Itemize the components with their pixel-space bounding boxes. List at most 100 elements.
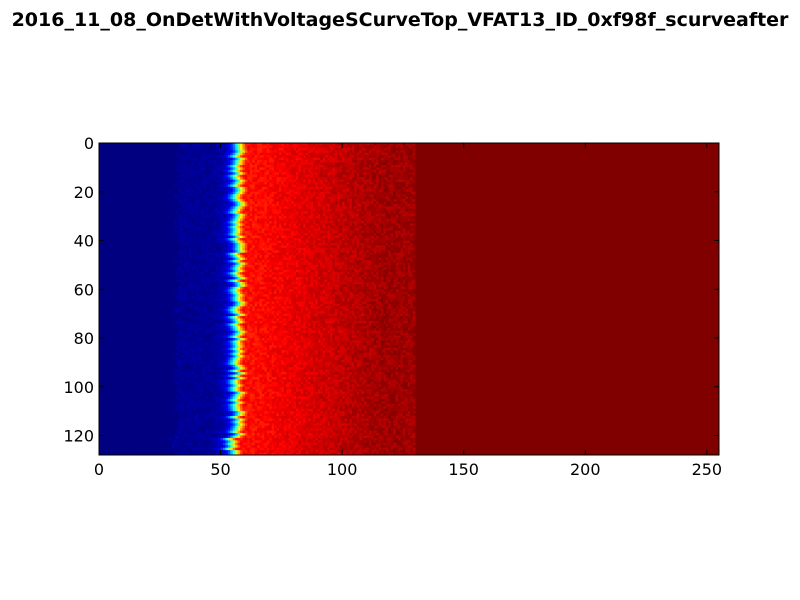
heatmap-cell bbox=[312, 174, 316, 178]
heatmap-cell bbox=[354, 177, 358, 180]
heatmap-cell bbox=[310, 145, 314, 149]
heatmap-cell bbox=[276, 196, 280, 200]
heatmap-cell bbox=[356, 221, 360, 224]
heatmap-cell bbox=[176, 211, 180, 215]
heatmap-cell bbox=[196, 147, 200, 151]
heatmap-cell bbox=[213, 164, 217, 168]
heatmap-cell bbox=[259, 157, 263, 161]
heatmap-cell bbox=[123, 233, 127, 237]
heatmap-cell bbox=[402, 169, 406, 173]
heatmap-cell bbox=[230, 164, 234, 168]
heatmap-cell bbox=[203, 189, 207, 193]
heatmap-cell bbox=[145, 189, 149, 193]
heatmap-cell bbox=[317, 228, 321, 232]
heatmap-cell bbox=[162, 145, 166, 149]
heatmap-cell bbox=[167, 162, 170, 166]
heatmap-cell bbox=[193, 221, 197, 224]
heatmap-cell bbox=[162, 221, 166, 224]
heatmap-cell bbox=[274, 230, 277, 234]
heatmap-cell bbox=[237, 155, 241, 159]
heatmap-cell bbox=[154, 162, 158, 166]
heatmap-cell bbox=[378, 172, 382, 176]
heatmap-cell bbox=[308, 216, 311, 219]
heatmap-cell bbox=[305, 143, 309, 146]
heatmap-cell bbox=[101, 169, 105, 173]
heatmap-cell bbox=[213, 201, 217, 205]
heatmap-cell bbox=[188, 216, 192, 219]
heatmap-cell bbox=[257, 211, 260, 215]
heatmap-cell bbox=[103, 177, 107, 180]
heatmap-cell bbox=[281, 213, 285, 217]
heatmap-cell bbox=[402, 155, 406, 159]
heatmap-cell bbox=[215, 223, 219, 227]
heatmap-cell bbox=[361, 213, 365, 217]
heatmap-cell bbox=[400, 147, 404, 151]
heatmap-cell bbox=[162, 147, 166, 151]
heatmap-cell bbox=[116, 201, 119, 205]
heatmap-cell bbox=[171, 223, 175, 227]
heatmap-cell bbox=[286, 206, 290, 210]
heatmap-cell bbox=[266, 179, 270, 183]
heatmap-cell bbox=[312, 203, 316, 207]
heatmap-cell bbox=[308, 145, 311, 149]
heatmap-cell bbox=[371, 201, 375, 205]
heatmap-cell bbox=[201, 194, 204, 198]
heatmap-cell bbox=[366, 191, 370, 195]
heatmap-cell bbox=[198, 162, 202, 166]
heatmap-cell bbox=[412, 191, 416, 195]
heatmap-cell bbox=[237, 150, 241, 154]
heatmap-cell bbox=[181, 186, 185, 190]
heatmap-cell bbox=[378, 182, 382, 185]
heatmap-cell bbox=[240, 179, 243, 183]
heatmap-cell bbox=[364, 155, 367, 159]
heatmap-cell bbox=[210, 167, 214, 171]
heatmap-cell bbox=[407, 172, 411, 176]
heatmap-cell bbox=[269, 160, 273, 163]
heatmap-cell bbox=[368, 206, 372, 210]
heatmap-cell bbox=[101, 199, 105, 202]
heatmap-cell bbox=[322, 201, 326, 205]
heatmap-cell bbox=[288, 143, 292, 146]
heatmap-cell bbox=[315, 223, 319, 227]
heatmap-cell bbox=[223, 221, 226, 224]
heatmap-cell bbox=[188, 196, 192, 200]
heatmap-cell bbox=[130, 228, 134, 232]
heatmap-cell bbox=[361, 145, 365, 149]
heatmap-cell bbox=[378, 145, 382, 149]
heatmap-cell bbox=[240, 177, 243, 180]
heatmap-cell bbox=[276, 150, 280, 154]
heatmap-cell bbox=[159, 199, 163, 202]
heatmap-cell bbox=[337, 167, 341, 171]
heatmap-cell bbox=[308, 233, 311, 237]
heatmap-cell bbox=[106, 223, 110, 227]
heatmap-cell bbox=[381, 145, 384, 149]
heatmap-cell bbox=[210, 179, 214, 183]
heatmap-cell bbox=[210, 145, 214, 149]
heatmap-cell bbox=[220, 208, 224, 212]
heatmap-cell bbox=[123, 167, 127, 171]
heatmap-cell bbox=[407, 233, 411, 237]
heatmap-cell bbox=[184, 177, 187, 180]
heatmap-cell bbox=[215, 233, 219, 237]
heatmap-cell bbox=[383, 233, 387, 237]
heatmap-cell bbox=[359, 179, 362, 183]
heatmap-cell bbox=[410, 169, 414, 173]
heatmap-cell bbox=[179, 147, 183, 151]
heatmap-cell bbox=[264, 208, 268, 212]
heatmap-cell bbox=[225, 145, 229, 149]
heatmap-cell bbox=[157, 206, 161, 210]
heatmap-cell bbox=[385, 155, 389, 159]
heatmap-cell bbox=[412, 162, 416, 166]
heatmap-cell bbox=[242, 167, 246, 171]
heatmap-cell bbox=[300, 216, 304, 219]
heatmap-cell bbox=[244, 201, 248, 205]
heatmap-cell bbox=[125, 223, 129, 227]
heatmap-cell bbox=[385, 228, 389, 232]
heatmap-cell bbox=[198, 221, 202, 224]
heatmap-cell bbox=[176, 203, 180, 207]
heatmap-cell bbox=[276, 143, 280, 146]
heatmap-cell bbox=[334, 157, 338, 161]
heatmap-cell bbox=[388, 186, 392, 190]
heatmap-cell bbox=[191, 145, 195, 149]
heatmap-cell bbox=[298, 186, 302, 190]
